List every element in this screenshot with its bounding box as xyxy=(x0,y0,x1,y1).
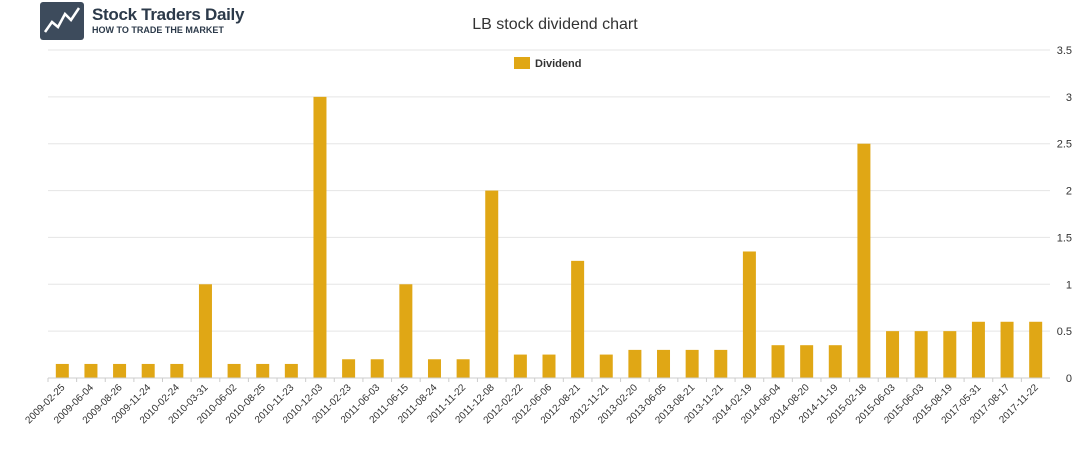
bar xyxy=(513,354,527,378)
legend-swatch xyxy=(514,57,530,69)
bar xyxy=(542,354,556,378)
bar xyxy=(657,349,671,378)
gridlines xyxy=(48,49,1050,379)
bar xyxy=(113,363,127,378)
bar xyxy=(313,96,327,378)
bar xyxy=(857,143,871,378)
bar xyxy=(685,349,699,378)
bar xyxy=(256,363,270,378)
bar xyxy=(55,363,69,378)
y-tick-label: 3.5 xyxy=(1057,45,1072,57)
bar xyxy=(485,190,499,378)
logo-tagline: HOW TO TRADE THE MARKET xyxy=(92,25,224,35)
bar xyxy=(456,359,470,378)
bar xyxy=(370,359,384,378)
bar xyxy=(800,345,814,378)
bar xyxy=(427,359,441,378)
logo-title: Stock Traders Daily xyxy=(92,5,245,24)
bar xyxy=(84,363,98,378)
x-axis: 2009-02-252009-06-042009-08-262009-11-24… xyxy=(23,377,1050,426)
bar xyxy=(971,321,985,378)
bar xyxy=(886,331,900,378)
y-axis: 0 0.5 1 1.5 2 2.5 3 3.5 xyxy=(1057,45,1072,385)
y-tick-label: 3 xyxy=(1066,92,1072,104)
bar xyxy=(227,363,241,378)
bars xyxy=(55,96,1043,378)
bar xyxy=(571,260,585,378)
legend-label: Dividend xyxy=(535,58,581,70)
bar xyxy=(399,284,413,378)
y-tick-label: 1 xyxy=(1066,279,1072,291)
chart-title: LB stock dividend chart xyxy=(472,16,638,33)
bar xyxy=(914,331,928,378)
bar xyxy=(284,363,298,378)
bar xyxy=(1029,321,1043,378)
bar xyxy=(943,331,957,378)
stock-traders-daily-logo: Stock Traders Daily HOW TO TRADE THE MAR… xyxy=(40,2,244,42)
bar xyxy=(742,251,756,378)
bar xyxy=(828,345,842,378)
y-tick-label: 0.5 xyxy=(1057,326,1072,338)
y-tick-label: 1.5 xyxy=(1057,232,1072,244)
bar xyxy=(714,349,728,378)
legend: Dividend xyxy=(514,57,581,70)
bar xyxy=(198,284,212,378)
bar xyxy=(342,359,356,378)
bar xyxy=(628,349,642,378)
bar xyxy=(170,363,184,378)
logo-chart-icon xyxy=(40,2,84,40)
y-tick-label: 2 xyxy=(1066,186,1072,198)
bar xyxy=(141,363,155,378)
bar xyxy=(771,345,785,378)
y-tick-label: 0 xyxy=(1066,373,1072,385)
bar xyxy=(1000,321,1014,378)
y-tick-label: 2.5 xyxy=(1057,139,1072,151)
bar xyxy=(599,354,613,378)
